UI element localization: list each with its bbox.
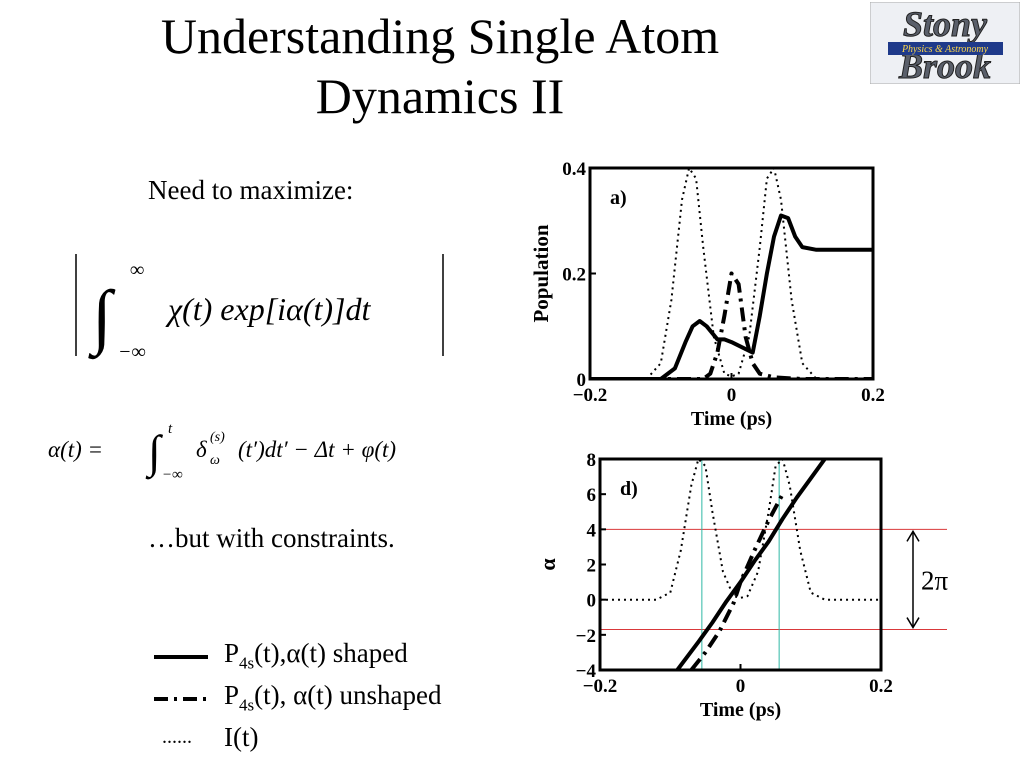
annotation-arrow-head-bottom: [906, 617, 920, 630]
y-axis-label: α: [535, 558, 560, 571]
y-tick-label: 0.2: [562, 265, 586, 286]
y-tick-label: −4: [576, 661, 597, 682]
integral-lower-limit: −∞: [118, 341, 146, 360]
legend-item: ...... I(t): [150, 722, 258, 753]
legend-line-sample: [154, 654, 208, 659]
legend-item: P4s(t), α(t) unshaped: [150, 680, 442, 715]
annotation-arrow-head-top: [906, 529, 920, 542]
x-axis-label: Time (ps): [691, 408, 772, 430]
x-tick-label: 0: [736, 676, 746, 697]
constraints-text: …but with constraints.: [148, 523, 395, 553]
panel-label: a): [610, 187, 627, 209]
svg-text:∫: ∫: [88, 276, 116, 360]
y-tick-label: 8: [587, 450, 597, 471]
series-group: [590, 168, 873, 379]
series-line-solid: [675, 459, 827, 670]
logo-subtitle: Physics & Astronomy: [901, 44, 989, 55]
title-line-2: Dynamics II: [315, 68, 565, 124]
legend-label: I(t): [224, 722, 259, 752]
y-tick-label: 2: [587, 556, 597, 577]
x-axis-label: Time (ps): [700, 699, 781, 721]
y-tick-label: 4: [587, 520, 597, 541]
legend-line-sample: ......: [162, 731, 192, 745]
delta-superscript: (s): [210, 430, 225, 445]
need-to-maximize-text: Need to maximize:: [148, 175, 354, 205]
stony-brook-logo: Stony Brook Physics & Astronomy: [869, 1, 1021, 87]
y-tick-label: 0: [577, 370, 587, 391]
series-line-dotted: [645, 168, 818, 379]
delta-symbol: δ: [196, 437, 207, 462]
alpha-definition-formula: α(t) = ∫ t −∞ δ ω (s) (t′)dt′ − Δt + φ(t…: [48, 415, 498, 485]
maximize-formula: ∫ ∞ −∞ χ(t) exp[iα(t)]dt: [70, 250, 460, 363]
legend-label: P4s(t),α(t) shaped: [224, 638, 408, 673]
legend-label: P4s(t), α(t) unshaped: [224, 680, 442, 715]
slide-title: Understanding Single Atom Dynamics II: [60, 6, 820, 126]
alpha-lhs: α(t) =: [48, 437, 103, 462]
y-tick-label: −2: [576, 626, 596, 647]
svg-text:∫: ∫: [145, 426, 163, 480]
series-group: [600, 459, 881, 670]
alpha-integral-upper: t: [168, 421, 173, 437]
x-tick-label: 0.2: [861, 385, 885, 406]
series-line-dashdot: [590, 271, 873, 379]
y-tick-label: 6: [587, 485, 597, 506]
legend-item: P4s(t),α(t) shaped: [150, 638, 408, 673]
y-tick-label: 0.4: [562, 159, 586, 180]
integrand: χ(t) exp[iα(t)]dt: [165, 291, 371, 327]
x-tick-label: 0.2: [869, 676, 893, 697]
chart-population: −0.2 0 0.2 0 0.2 0.4 Time (ps) Population a): [520, 150, 900, 450]
legend-line-sample: [154, 696, 208, 701]
chart-alpha: −0.2 0 0.2 −4 −2 0 2 4 6 8 Time (ps) α d) 2π: [525, 445, 965, 740]
alpha-integral-lower: −∞: [162, 467, 183, 483]
alpha-rhs-rest: (t′)dt′ − Δt + φ(t): [238, 437, 396, 462]
delta-subscript: ω: [210, 453, 220, 468]
legend-dots-text: ......: [162, 731, 192, 745]
y-axis-label: Population: [529, 224, 553, 322]
series-line-solid: [590, 213, 873, 379]
series-line-dashdot: [689, 493, 785, 670]
y-tick-label: 0: [587, 591, 597, 612]
x-tick-label: −0.2: [583, 676, 618, 697]
logo-word-1: Stony: [903, 4, 988, 44]
x-tick-label: −0.2: [573, 385, 608, 406]
plot-frame: [598, 457, 883, 672]
integral-upper-limit: ∞: [130, 259, 144, 281]
title-line-1: Understanding Single Atom: [160, 8, 720, 64]
x-tick-label: 0: [727, 385, 737, 406]
panel-label: d): [620, 478, 638, 500]
annotation-2pi: 2π: [921, 565, 949, 595]
